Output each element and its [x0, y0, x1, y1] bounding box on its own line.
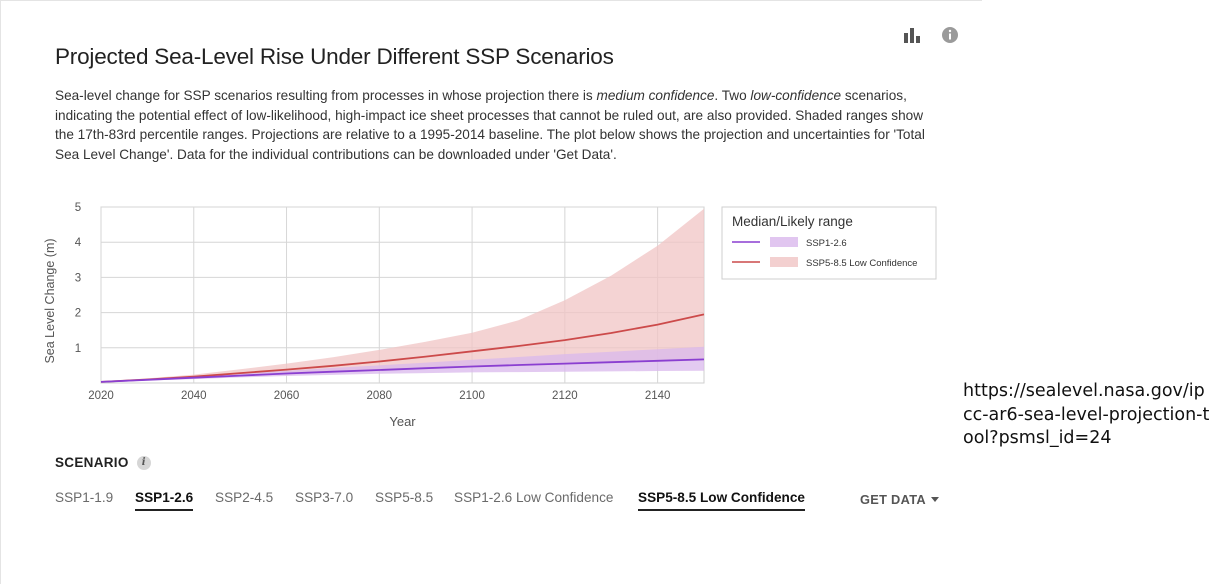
x-tick-label: 2120	[552, 390, 578, 402]
x-tick-label: 2020	[88, 390, 114, 402]
median-line	[100, 358, 705, 383]
chart-card: Projected Sea-Level Rise Under Different…	[0, 0, 982, 584]
page-title: Projected Sea-Level Rise Under Different…	[55, 44, 614, 69]
legend-box	[721, 206, 937, 280]
legend-band-swatch	[770, 237, 798, 247]
legend-entry: SSP5-8.5 Low Confidence	[806, 258, 917, 269]
legend-entry: SSP1-2.6	[806, 238, 847, 249]
tab-ssp1-2-6-low-confidence[interactable]: SSP1-2.6 Low Confidence	[454, 490, 614, 505]
tab-ssp2-4-5[interactable]: SSP2-4.5	[215, 490, 274, 505]
x-tick-label: 2080	[367, 390, 393, 402]
source-url-note: https://sealevel.nasa.gov/ipcc-ar6-sea-l…	[963, 381, 1210, 448]
x-tick-label: 2100	[459, 390, 485, 402]
likely-range-band	[101, 346, 704, 383]
get-data-dropdown[interactable]: GET DATA	[860, 492, 939, 507]
tab-ssp1-2-6[interactable]: SSP1-2.6	[135, 490, 194, 511]
likely-range-band	[101, 208, 704, 383]
y-tick-label: 1	[75, 343, 81, 355]
legend-band-swatch	[770, 257, 798, 267]
y-tick-label: 5	[75, 202, 81, 214]
legend-title: Median/Likely range	[732, 214, 853, 229]
caret-down-icon	[930, 497, 939, 502]
scenario-label: SCENARIO	[55, 455, 129, 470]
x-tick-label: 2060	[274, 390, 300, 402]
info-icon[interactable]	[940, 25, 960, 45]
sea-level-chart: 2020 2040 2060 2080 2100 2120 2140 1 2 3 4 5 Year Sea…	[43, 202, 937, 429]
x-axis-label: Year	[389, 414, 416, 429]
chart-description: Sea-level change for SSP scenarios resul…	[55, 88, 925, 162]
card-toolbar	[902, 25, 960, 45]
tab-ssp5-8-5-low-confidence[interactable]: SSP5-8.5 Low Confidence	[638, 490, 805, 511]
scenario-info-icon[interactable]: i	[136, 455, 151, 470]
median-line	[100, 313, 705, 383]
tab-ssp5-8-5[interactable]: SSP5-8.5	[375, 490, 434, 505]
bar-chart-icon[interactable]	[902, 25, 922, 45]
scenario-header: SCENARIO i	[55, 455, 151, 470]
x-tick-label: 2040	[181, 390, 207, 402]
get-data-label: GET DATA	[860, 492, 926, 507]
y-tick-label: 4	[75, 237, 82, 249]
tab-ssp3-7-0[interactable]: SSP3-7.0	[295, 490, 354, 505]
y-tick-label: 3	[75, 272, 81, 284]
x-tick-label: 2140	[645, 390, 671, 402]
y-tick-label: 2	[75, 308, 81, 320]
tab-ssp1-1-9[interactable]: SSP1-1.9	[55, 490, 114, 505]
y-axis-label: Sea Level Change (m)	[43, 238, 57, 363]
